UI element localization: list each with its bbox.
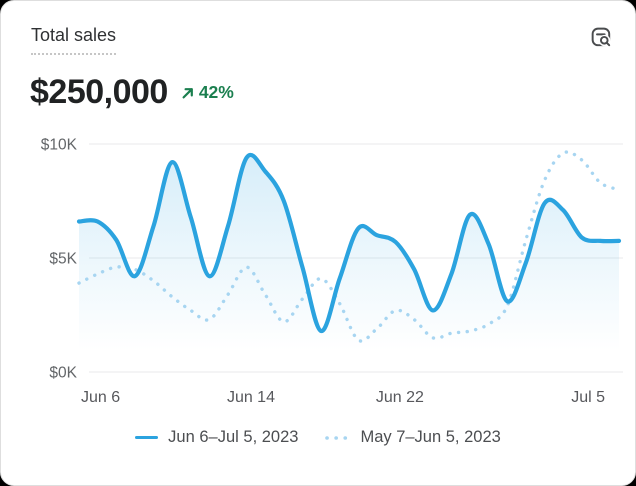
metric-change-badge: 42% [181, 82, 234, 103]
previous-period-line [77, 150, 621, 343]
metric-value: $250,000 [30, 73, 168, 111]
legend-label-current: Jun 6–Jul 5, 2023 [168, 428, 299, 446]
dotted-line-swatch [325, 435, 351, 440]
y-tick-label: $5K [49, 251, 77, 268]
legend-label-previous: May 7–Jun 5, 2023 [360, 428, 501, 446]
x-tick-label: Jun 22 [376, 389, 424, 406]
sales-line-chart[interactable]: $10K $5K $0K Jun 6 Jun 14 Jun 22 Jul 5 [1, 131, 635, 413]
x-tick-label: Jun 14 [227, 389, 275, 406]
chart-legend: Jun 6–Jul 5, 2023 May 7–Jun 5, 2023 [1, 428, 635, 447]
y-tick-label: $10K [41, 137, 78, 154]
legend-item-previous-period[interactable]: May 7–Jun 5, 2023 [324, 428, 501, 447]
solid-line-swatch [135, 435, 159, 440]
explore-data-button[interactable] [585, 21, 617, 53]
x-tick-label: Jul 5 [571, 389, 605, 406]
current-period-line [76, 152, 622, 334]
magnify-report-icon [591, 27, 610, 46]
card-title[interactable]: Total sales [31, 25, 117, 55]
legend-item-current-period[interactable]: Jun 6–Jul 5, 2023 [135, 428, 298, 447]
y-tick-label: $0K [49, 365, 77, 382]
x-tick-label: Jun 6 [81, 389, 120, 406]
arrow-up-right-icon [182, 87, 193, 98]
metric-row: $250,000 42% [30, 73, 234, 112]
metric-change-value: 42% [198, 82, 234, 102]
